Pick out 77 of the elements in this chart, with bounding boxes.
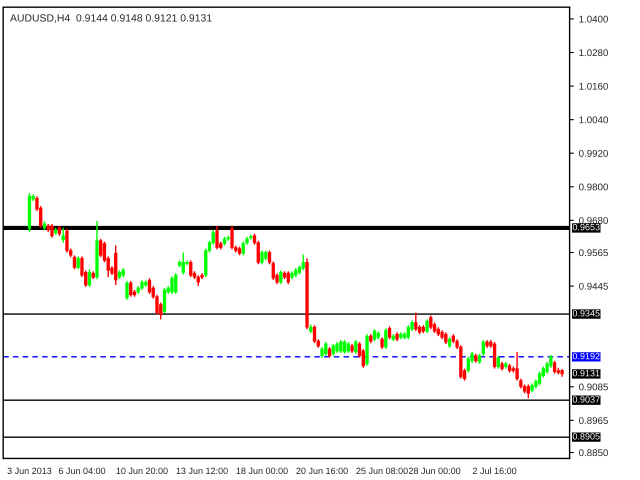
y-tick-label: 0.9920 [579,150,608,157]
candlestick [380,336,384,350]
x-tick-label: 2 Jul 16:00 [472,467,516,474]
candlestick [335,341,339,354]
x-tick-label: 6 Jun 04:00 [58,468,106,474]
candlestick [50,223,54,238]
ref-line-label: 0.9653 [572,224,600,230]
y-tick-label: 0.8850 [579,449,608,456]
candlestick [242,240,245,256]
x-tick-label: 3 Jun 2013 [7,468,52,474]
candlestick [429,314,432,330]
x-tick-label: 20 Jun 16:00 [296,468,348,474]
candlestick [425,318,429,334]
candlestick [162,287,166,314]
y-tick-label: 1.0280 [579,49,608,56]
x-tick-label: 28 Jun 00:00 [408,468,460,474]
x-tick-label: 13 Jun 12:00 [176,468,228,474]
candlestick [65,228,69,254]
candlestick [538,370,542,386]
y-tick-label: 0.9565 [579,249,608,256]
candlestick [286,270,290,285]
candlestick [388,326,392,340]
candlestick [384,328,388,350]
y-tick-label: 0.9445 [579,282,608,290]
candlestick [339,339,342,354]
candlestick [129,280,132,298]
x-tick-label: 10 Jun 20:00 [116,468,168,474]
candlestick [264,250,268,262]
candlestick [328,346,332,358]
candlestick [552,360,556,374]
candlestick [332,343,335,356]
candlestick [58,225,62,236]
candlestick [466,356,470,374]
candlestick [170,276,174,295]
candlestick [492,341,496,370]
ref-line-label: 0.9345 [572,310,600,316]
candlestick [76,256,80,270]
ref-line-label: 0.8905 [572,433,600,440]
x-tick-label: 25 Jun 08:00 [356,468,408,474]
candlestick [174,272,178,295]
candlestick [354,339,358,354]
candlestick [62,227,65,244]
candlestick [312,324,316,344]
candlestick [414,312,418,332]
candlestick [526,384,530,399]
candlestick [324,341,328,356]
candlestick [182,252,185,276]
candlestick [230,225,234,250]
candlestick [406,324,410,340]
candlestick [125,280,129,300]
candlestick [140,280,144,291]
candlestick [279,270,282,285]
candlestick [260,250,264,265]
y-tick-label: 1.0040 [579,116,608,124]
text: AUDUSD,H4 0.9144 0.9148 0.9121 0.9131 [10,14,212,23]
y-tick-label: 1.0400 [579,16,608,23]
candlestick [88,268,92,288]
candlestick [448,336,452,349]
ref-line-label: 0.9037 [572,396,600,403]
x-tick-label: 18 Jun 00:00 [236,468,288,474]
candlestick [148,278,152,295]
candlestick [189,260,192,278]
y-tick-label: 0.8965 [579,417,608,424]
candlestick [320,346,324,358]
candlestick [346,341,350,354]
candlestick [302,254,305,271]
candlestick [342,339,346,354]
candlestick [196,274,200,287]
y-tick-label: 0.9085 [579,384,608,390]
candlestick [496,355,500,370]
ref-line-label: 0.9192 [572,352,600,360]
text: 0.9131 [572,370,600,376]
candlestick [482,339,485,356]
candlestick [444,332,448,345]
y-tick-label: 0.9800 [579,184,608,190]
y-tick-label: 1.0160 [579,82,608,90]
candlestick [215,225,219,250]
